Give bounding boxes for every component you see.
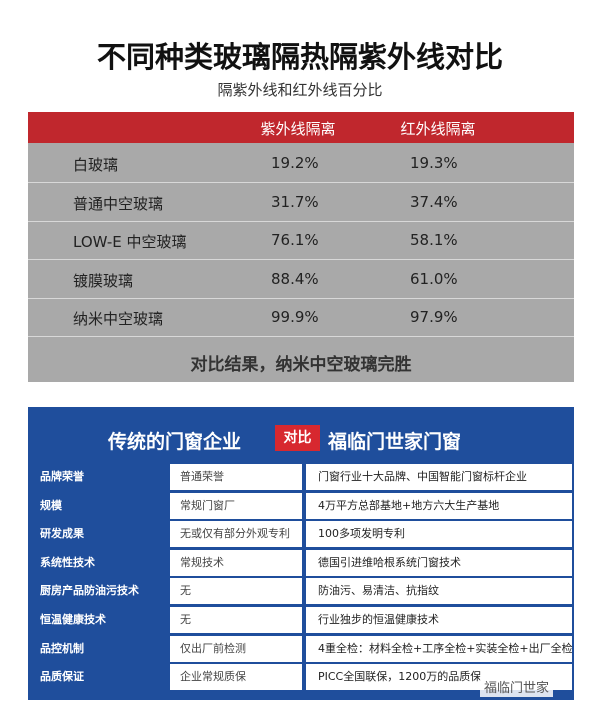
table-row: LOW-E 中空玻璃 76.1% 58.1%	[28, 221, 574, 260]
table-row: 纳米中空玻璃 99.9% 97.9%	[28, 298, 574, 337]
cell: 无	[170, 607, 302, 633]
row-label: 研发成果	[40, 527, 84, 541]
cell: 企业常规质保	[170, 664, 302, 691]
cell: 无或仅有部分外观专利	[170, 521, 302, 548]
table-row: 品控机制 仅出厂前检测 4重全检：材料全检+工序全检+实装全检+出厂全检	[30, 635, 572, 662]
conclusion: 对比结果，纳米中空玻璃完胜	[190, 355, 412, 375]
cell: 4重全检：材料全检+工序全检+实装全检+出厂全检	[306, 635, 572, 662]
cell: 31.7%	[271, 192, 319, 211]
row-label: 厨房产品防油污技术	[40, 584, 139, 598]
row-label: 品牌荣誉	[40, 470, 84, 483]
cell: 61.0%	[410, 269, 458, 288]
cell: 普通中空玻璃	[73, 194, 164, 213]
title: 不同种类玻璃隔热隔紫外线对比	[96, 40, 503, 74]
cell: 58.1%	[410, 231, 458, 249]
brand-table: 传统的门窗企业 对比 福临门世家门窗 品牌荣誉 普通荣誉 门窗行业十大品牌、中国智能…	[28, 407, 574, 700]
table-row: 厨房产品防油污技术 无防油污、易清洁、抗指纹	[30, 578, 572, 605]
cell: 19.2%	[271, 154, 319, 172]
subtitle: 隔紫外线和红外线百分比	[217, 81, 383, 99]
cell: 97.9%	[410, 308, 458, 326]
table-row: 普通中空玻璃 31.7% 37.4%	[28, 183, 574, 222]
cell: 镀膜玻璃	[73, 271, 134, 290]
row-label: 系统性技术	[40, 555, 95, 569]
table-row: 品牌荣誉 普通荣誉 门窗行业十大品牌、中国智能门窗标杆企业	[30, 464, 572, 490]
cell: 白玻璃	[73, 156, 119, 174]
left-heading: 传统的门窗企业	[108, 431, 242, 453]
vs-badge: 对比	[275, 425, 320, 451]
cell: 88.4%	[271, 269, 319, 288]
cell: 纳米中空玻璃	[73, 310, 164, 328]
cell: LOW-E 中空玻璃	[73, 233, 187, 251]
cell: 4万平方总部基地+地方六大生产基地	[306, 492, 572, 519]
cell: 德国引进维哈根系统门窗技术	[306, 549, 572, 576]
cell: 99.9%	[271, 308, 319, 326]
table-row: 规模 常规门窗厂 4万平方总部基地+地方六大生产基地	[30, 492, 572, 519]
column-header: 紫外线隔离	[260, 120, 336, 138]
row-label: 规模	[40, 498, 62, 512]
table-row: 镀膜玻璃 88.4% 61.0%	[28, 260, 574, 299]
table-row: 研发成果 无或仅有部分外观专利 100多项发明专利	[30, 521, 572, 548]
cell: 防油污、易清洁、抗指纹	[306, 578, 572, 605]
column-header: 红外线隔离	[400, 120, 476, 138]
watermark: 福临门世家	[480, 676, 554, 697]
row-label: 恒温健康技术	[40, 613, 106, 626]
cell: 仅出厂前检测	[170, 635, 302, 662]
row-label: 品控机制	[40, 641, 84, 655]
cell: 76.1%	[271, 231, 319, 249]
cell: 37.4%	[410, 192, 458, 211]
table-row: 系统性技术 常规技术 德国引进维哈根系统门窗技术	[30, 549, 572, 576]
right-heading: 福临门世家门窗	[328, 431, 462, 453]
cell: 常规门窗厂	[170, 492, 302, 519]
cell: 常规技术	[170, 549, 302, 576]
table-row: 白玻璃 19.2% 19.3%	[28, 144, 574, 183]
cell: 无	[170, 578, 302, 605]
cell: 门窗行业十大品牌、中国智能门窗标杆企业	[306, 464, 572, 490]
row-label: 品质保证	[40, 670, 84, 684]
cell: 普通荣誉	[170, 464, 302, 490]
table-header: 紫外线隔离 红外线隔离	[28, 112, 574, 143]
comparison-table: 紫外线隔离 红外线隔离 对比结果，纳米中空玻璃完胜 白玻璃 19.2% 19.3% 普…	[28, 112, 574, 382]
table-row: 恒温健康技术 无行业独步的恒温健康技术	[30, 607, 572, 633]
cell: 100多项发明专利	[306, 521, 572, 548]
cell: 行业独步的恒温健康技术	[306, 607, 572, 633]
cell: 19.3%	[410, 154, 458, 172]
